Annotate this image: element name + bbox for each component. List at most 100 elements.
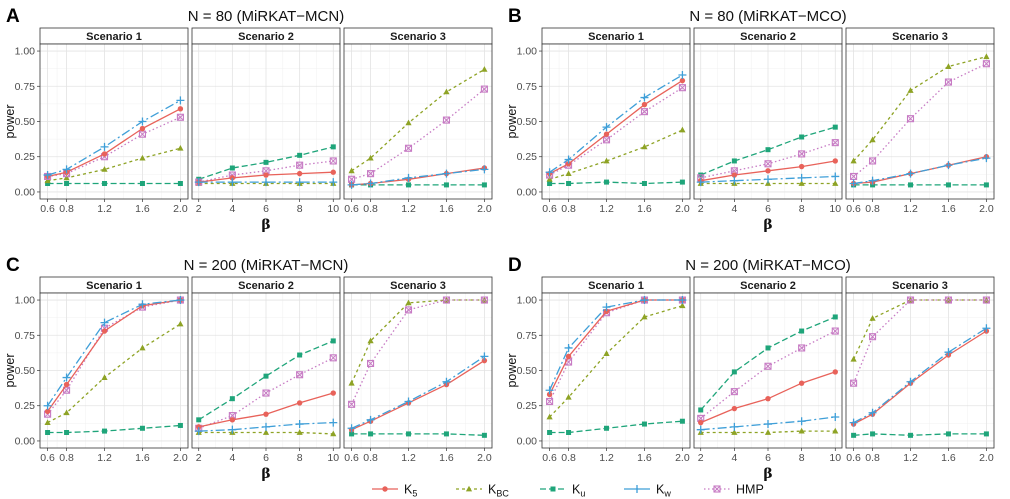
data-point-HMP-shape [678,84,686,92]
data-point-K5 [603,131,610,137]
data-point-HMP-cross [443,296,450,304]
legend-label: KBC [488,483,509,499]
data-point-K5 [565,161,572,167]
data-point-HMP [329,157,337,165]
data-point-Ku-shape [731,369,737,375]
data-point-K5-shape [679,77,686,84]
data-point-Kw-shape [404,397,413,406]
data-point-Ku-shape [870,182,876,188]
x-tick-label: 1.2 [401,452,416,464]
series-Ku [851,431,989,438]
data-point-HMP-cross [367,360,374,367]
data-point-Kw [564,343,573,352]
data-point-KBC-shape [330,430,337,437]
data-point-KBC [679,302,686,309]
series-Kw [545,71,687,177]
data-point-KBC [565,170,572,177]
data-point-Ku-shape [566,430,572,435]
data-point-HMP [262,389,270,397]
data-point-Ku-shape [263,373,269,379]
data-point-Kw-shape [262,178,270,187]
data-point-Ku [102,428,108,434]
data-point-HMP [329,354,337,362]
data-point-Kw-shape [696,425,705,434]
data-point-KBC-shape [679,302,686,309]
data-point-HMP-cross [679,84,686,92]
panel-letter: B [508,6,522,27]
legend-marker-shape [550,486,556,492]
data-point-KBC-shape [945,63,952,69]
data-point-Kw [366,179,375,188]
x-tick-label: 6 [765,203,771,215]
facet-1: Scenario 1 0.6 0.8 1.2 1.6 2.0 [541,27,691,215]
data-point-HMP-shape [982,60,990,68]
data-point-K5-shape [731,405,738,412]
data-point-Kw-shape [831,413,840,421]
data-point-Ku [604,179,610,185]
series-KBC [546,126,686,182]
data-point-K5 [263,172,269,178]
data-point-Kw [138,300,147,309]
data-point-HMP-shape [869,157,877,165]
data-point-Ku [443,182,449,188]
data-point-Kw-shape [868,176,877,185]
data-point-HMP-shape [869,333,877,341]
data-point-Ku-shape [263,159,269,165]
data-point-KBC [850,157,857,164]
data-point-Ku [641,421,647,427]
data-point-Kw [602,123,611,132]
data-point-KBC-shape [44,419,51,426]
x-tick-label: 1.6 [637,452,652,464]
data-point-HMP [348,400,356,408]
data-point-K5-shape [177,106,184,112]
data-point-KBC [603,350,610,356]
data-point-HMP-cross [546,398,553,405]
legend-marker-shape [382,486,388,492]
data-point-KBC-shape [367,337,374,344]
data-point-KBC [565,393,572,400]
x-tick-label: 1.6 [135,203,150,215]
data-point-Kw [480,352,489,361]
data-point-HMP-cross [177,113,184,121]
x-tick-label: 2 [196,452,202,464]
series-KBC [348,66,488,174]
data-point-Ku [765,345,771,351]
data-point-KBC [869,136,876,143]
data-point-HMP-shape [850,379,858,387]
data-point-KBC-shape [983,53,990,60]
data-point-KBC-shape [546,175,553,182]
data-point-Kw [62,373,71,382]
data-point-HMP-shape [348,400,356,408]
data-point-Kw-shape [797,173,806,182]
x-tick-label: 1.6 [941,452,956,464]
series-KBC [44,144,184,184]
data-point-Ku-shape [330,338,336,344]
data-point-Ku [64,181,70,186]
data-point-HMP-cross [850,379,857,387]
data-point-HMP-shape [367,170,375,178]
data-point-Kw [347,180,356,189]
x-tick-label: 0.8 [59,452,74,464]
data-point-HMP [480,85,488,93]
x-tick-label: 10 [327,452,339,464]
data-point-Ku [679,418,685,424]
data-point-HMP-cross [405,306,412,314]
data-point-HMP [678,84,686,92]
legend-marker [713,485,721,493]
data-point-K5-shape [139,125,146,132]
data-point-KBC [798,180,805,186]
data-point-Kw [764,420,772,429]
plot-border [39,292,189,449]
data-point-Kw-shape [640,296,649,305]
data-point-HMP [404,306,413,314]
data-point-HMP [764,362,772,370]
panel-C: C N = 200 (MiRKAT−MCN) power β 0.00 0.25 0.50 0… [3,255,493,482]
x-tick-label: 2.0 [675,452,690,464]
series-Kw [347,165,489,189]
facet-title: Scenario 2 [238,31,294,43]
x-axis-label: β [261,217,270,233]
data-point-Ku [832,124,838,130]
data-point-KBC [101,374,108,380]
data-point-HMP-cross [850,173,857,180]
data-point-KBC [139,154,146,161]
